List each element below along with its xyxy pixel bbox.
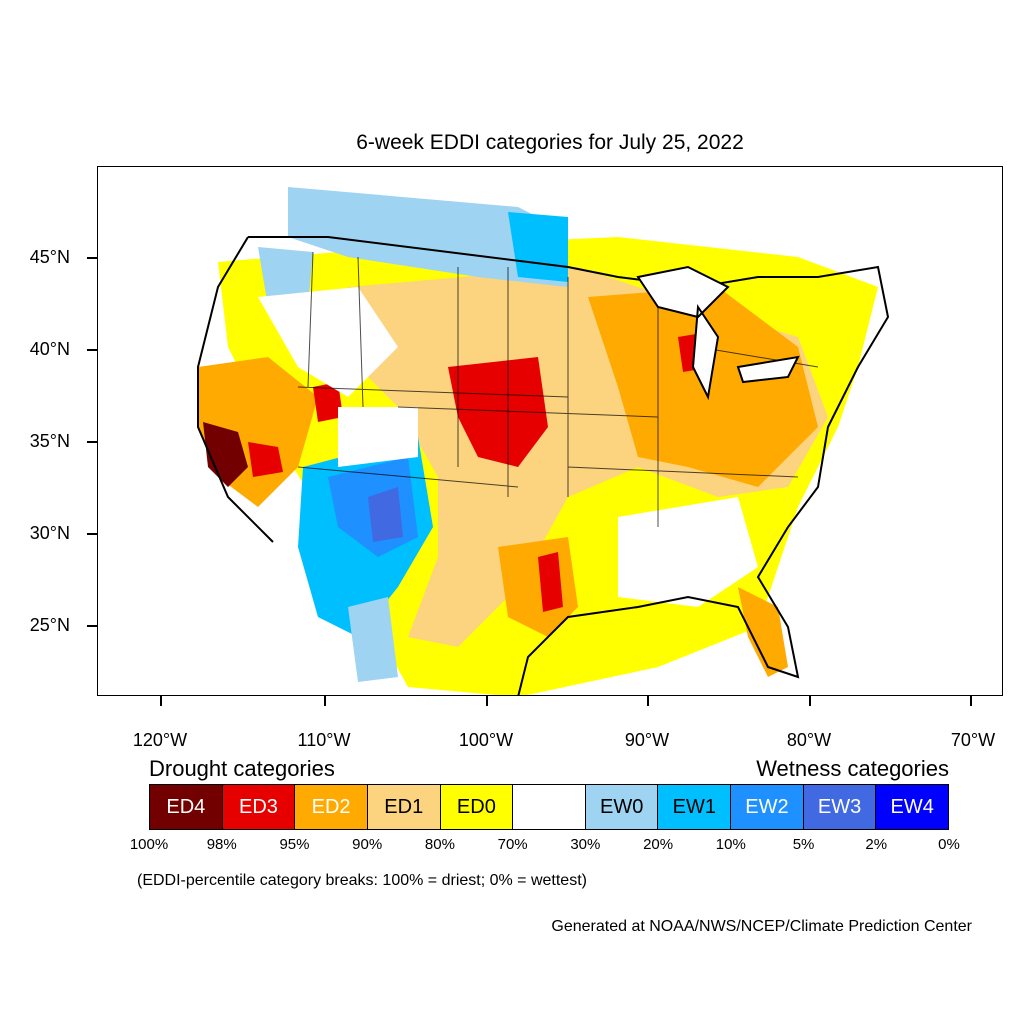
lon-label-120: 120°W <box>132 730 188 750</box>
lat-tick-30 <box>87 533 97 535</box>
legend-break-label: 20% <box>643 836 674 853</box>
lat-tick-40 <box>87 349 97 351</box>
lon-tick-80 <box>809 696 811 706</box>
lon-label-90: 90°W <box>624 730 670 750</box>
legend-swatch-ed3: ED3 <box>222 785 296 829</box>
great-lakes <box>636 265 800 401</box>
legend-break-label: 5% <box>792 836 815 853</box>
lon-tick-110 <box>324 696 326 706</box>
legend-break-label: 100% <box>129 836 169 853</box>
lat-tick-35 <box>87 441 97 443</box>
legend-wetness-title: Wetness categories <box>756 756 949 781</box>
legend-swatch-ed2: ED2 <box>295 785 368 829</box>
lon-tick-70 <box>970 696 972 706</box>
region-none-rockies <box>258 287 398 397</box>
region-ed3-nevada <box>248 442 283 477</box>
credit-text: Generated at NOAA/NWS/NCEP/Climate Predi… <box>551 918 972 935</box>
region-ed4-california <box>203 422 248 487</box>
lon-label-70: 70°W <box>950 730 996 750</box>
lat-tick-25 <box>87 625 97 627</box>
lon-label-110: 110°W <box>297 730 351 750</box>
legend-break-label: 0% <box>938 836 960 853</box>
region-ed3-utah <box>313 382 343 422</box>
legend-break-label: 80% <box>424 836 455 853</box>
region-ed3-plains <box>448 357 548 467</box>
legend-swatch-ew4: EW4 <box>876 785 949 829</box>
legend-break-label: 95% <box>279 836 310 853</box>
lon-label-80: 80°W <box>786 730 832 750</box>
lon-tick-120 <box>160 696 162 706</box>
lon-tick-90 <box>647 696 649 706</box>
state-borders <box>297 251 819 527</box>
legend-drought-title: Drought categories <box>149 756 335 781</box>
region-ew0-north <box>288 187 568 287</box>
lat-label-30: 30°N <box>29 523 70 543</box>
lat-label-35: 35°N <box>29 431 70 451</box>
conus-eddi-map <box>197 187 890 695</box>
lat-label-25: 25°N <box>29 615 70 635</box>
legend-colorbar: ED4 ED3 ED2 ED1 ED0 EW0 EW1 EW2 EW3 EW4 <box>149 784 949 830</box>
region-ed3-texas <box>538 552 563 612</box>
lon-tick-100 <box>486 696 488 706</box>
legend-break-label: 70% <box>497 836 528 853</box>
legend-swatch-ew1: EW1 <box>658 785 732 829</box>
legend-swatch-none <box>513 785 586 829</box>
region-ew3-nm <box>368 487 403 542</box>
legend-swatch-ed4: ED4 <box>150 785 223 829</box>
legend-break-label: 10% <box>715 836 746 853</box>
legend-break-label: 90% <box>352 836 383 853</box>
lon-label-100: 100°W <box>458 730 514 750</box>
legend-break-label: 30% <box>570 836 601 853</box>
legend-swatch-ed0: ED0 <box>440 785 514 829</box>
region-none-southeast <box>618 497 758 607</box>
lat-tick-45 <box>87 257 97 259</box>
legend-swatch-ew3: EW3 <box>803 785 877 829</box>
legend-swatch-ed1: ED1 <box>367 785 441 829</box>
map-area <box>97 166 1003 696</box>
region-ew0-pnw <box>258 247 313 307</box>
region-ed2-florida <box>738 587 788 677</box>
region-none-colorado <box>338 407 418 467</box>
lat-label-45: 45°N <box>29 247 70 267</box>
legend-break-label: 2% <box>865 836 888 853</box>
region-ew0-sw <box>348 597 398 682</box>
legend-note: (EDDI-percentile category breaks: 100% =… <box>137 872 587 889</box>
legend-swatch-ew2: EW2 <box>731 785 804 829</box>
map-title: 6-week EDDI categories for July 25, 2022 <box>356 131 744 154</box>
legend-break-label: 98% <box>206 836 237 853</box>
lat-label-40: 40°N <box>29 339 70 359</box>
legend-swatch-ew0: EW0 <box>585 785 659 829</box>
